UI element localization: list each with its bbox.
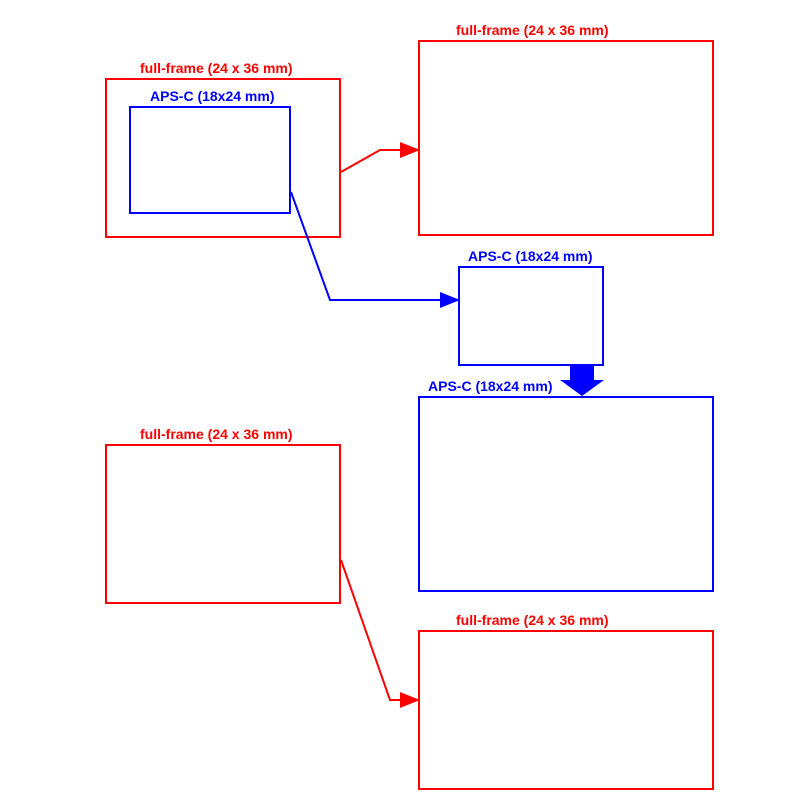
apsc-target-small-label: APS-C (18x24 mm) (468, 248, 593, 264)
arrow-fullframe-bottom (341, 560, 418, 700)
apsc-target-small-box (458, 266, 604, 366)
apsc-enlarged-box (418, 396, 714, 592)
fullframe-bottom-left-box (105, 444, 341, 604)
fullframe-target-top-label: full-frame (24 x 36 mm) (456, 22, 609, 38)
fullframe-source-label: full-frame (24 x 36 mm) (140, 60, 293, 76)
apsc-source-box (129, 106, 291, 214)
apsc-enlarged-label: APS-C (18x24 mm) (428, 378, 553, 394)
fullframe-bottom-right-box (418, 630, 714, 790)
apsc-source-label: APS-C (18x24 mm) (150, 88, 275, 104)
fullframe-bottom-left-label: full-frame (24 x 36 mm) (140, 426, 293, 442)
arrow-fullframe-top (341, 150, 418, 172)
block-arrow-down-icon (560, 366, 604, 396)
fullframe-bottom-right-label: full-frame (24 x 36 mm) (456, 612, 609, 628)
fullframe-target-top-box (418, 40, 714, 236)
